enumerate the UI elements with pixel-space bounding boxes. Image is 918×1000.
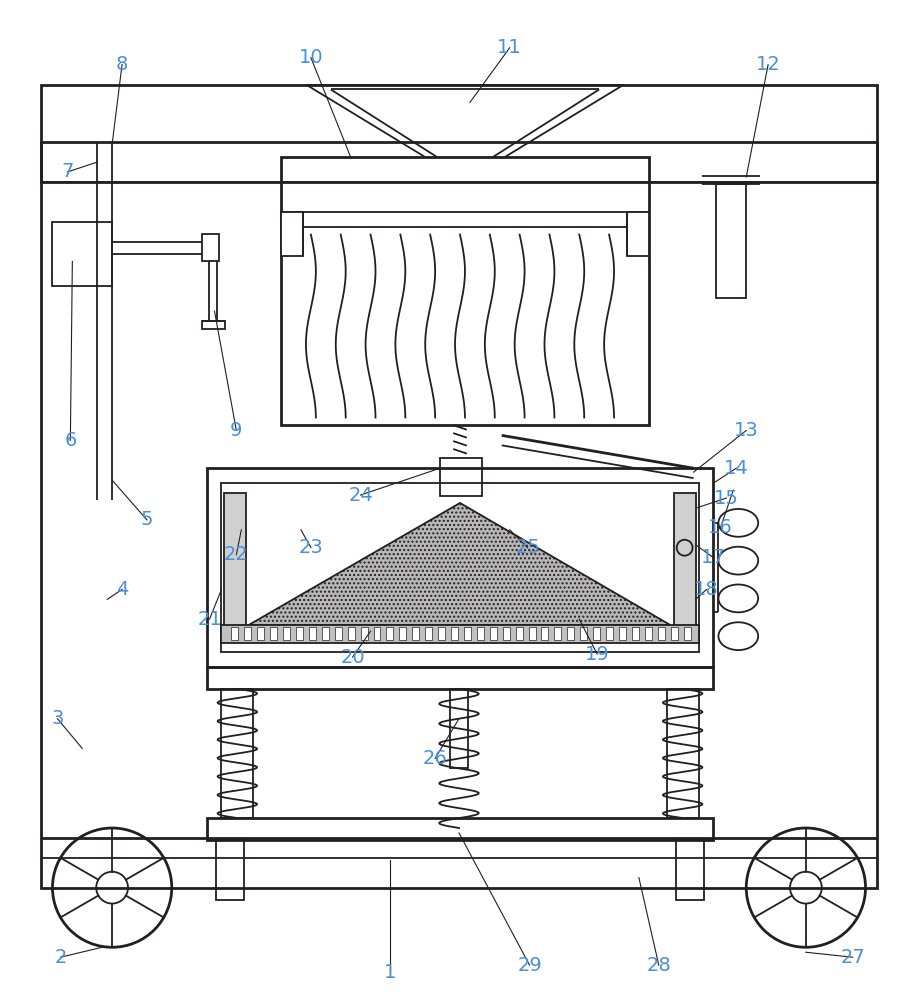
- Bar: [666, 689, 699, 818]
- Text: 15: 15: [714, 489, 739, 508]
- Text: 18: 18: [694, 580, 719, 599]
- Bar: [231, 627, 239, 640]
- Bar: [516, 627, 522, 640]
- Bar: [671, 627, 677, 640]
- Bar: [658, 627, 665, 640]
- Bar: [644, 627, 652, 640]
- Text: 12: 12: [756, 55, 780, 74]
- Text: 20: 20: [341, 648, 365, 667]
- Polygon shape: [248, 503, 671, 625]
- Bar: [676, 840, 703, 900]
- Bar: [281, 157, 649, 425]
- Bar: [627, 212, 649, 256]
- Bar: [207, 818, 713, 840]
- Text: 26: 26: [423, 749, 447, 768]
- Bar: [451, 627, 458, 640]
- Bar: [40, 85, 878, 888]
- Text: 13: 13: [733, 421, 758, 440]
- Bar: [412, 627, 420, 640]
- Text: 8: 8: [116, 55, 129, 74]
- Bar: [244, 627, 252, 640]
- Text: 23: 23: [298, 538, 323, 557]
- Text: 6: 6: [64, 431, 76, 450]
- Bar: [386, 627, 394, 640]
- Bar: [52, 222, 112, 286]
- Text: 2: 2: [54, 948, 67, 967]
- Text: 24: 24: [348, 486, 373, 505]
- Bar: [490, 627, 497, 640]
- Bar: [567, 627, 575, 640]
- Bar: [221, 625, 699, 643]
- Bar: [593, 627, 600, 640]
- Text: 19: 19: [585, 645, 610, 664]
- Bar: [283, 627, 290, 640]
- Text: 21: 21: [197, 610, 222, 629]
- Bar: [684, 627, 690, 640]
- Text: 22: 22: [224, 545, 249, 564]
- Bar: [529, 627, 535, 640]
- Bar: [270, 627, 277, 640]
- Bar: [221, 483, 699, 652]
- Bar: [374, 627, 380, 640]
- Text: 11: 11: [498, 38, 522, 57]
- Bar: [361, 627, 367, 640]
- Bar: [281, 212, 303, 256]
- Bar: [40, 142, 878, 182]
- Bar: [503, 627, 509, 640]
- Text: 17: 17: [701, 548, 726, 567]
- Text: 7: 7: [62, 162, 73, 181]
- Bar: [542, 627, 548, 640]
- Bar: [399, 627, 407, 640]
- Bar: [606, 627, 613, 640]
- Bar: [224, 493, 246, 642]
- Bar: [425, 627, 432, 640]
- Bar: [464, 627, 471, 640]
- Text: 14: 14: [724, 459, 749, 478]
- Text: 5: 5: [140, 510, 153, 529]
- Text: 10: 10: [298, 48, 323, 67]
- Text: 9: 9: [230, 421, 242, 440]
- Bar: [322, 627, 329, 640]
- Bar: [296, 627, 303, 640]
- Bar: [716, 184, 746, 298]
- Bar: [207, 468, 713, 667]
- Bar: [221, 689, 253, 818]
- Bar: [202, 321, 226, 329]
- Bar: [476, 627, 484, 640]
- Bar: [450, 689, 468, 768]
- Text: 27: 27: [840, 948, 865, 967]
- Text: 28: 28: [646, 956, 671, 975]
- Bar: [440, 458, 482, 496]
- Bar: [348, 627, 354, 640]
- Bar: [674, 493, 696, 642]
- Bar: [554, 627, 562, 640]
- Bar: [619, 627, 626, 640]
- Text: 16: 16: [708, 518, 733, 537]
- Bar: [335, 627, 341, 640]
- Bar: [580, 627, 588, 640]
- Bar: [257, 627, 264, 640]
- Bar: [438, 627, 445, 640]
- Text: 1: 1: [385, 963, 397, 982]
- Text: 29: 29: [517, 956, 542, 975]
- Bar: [202, 234, 219, 261]
- Bar: [217, 840, 244, 900]
- Bar: [309, 627, 316, 640]
- Bar: [632, 627, 639, 640]
- Text: 25: 25: [515, 538, 540, 557]
- Text: 3: 3: [51, 709, 63, 728]
- Text: 4: 4: [116, 580, 129, 599]
- Bar: [207, 667, 713, 689]
